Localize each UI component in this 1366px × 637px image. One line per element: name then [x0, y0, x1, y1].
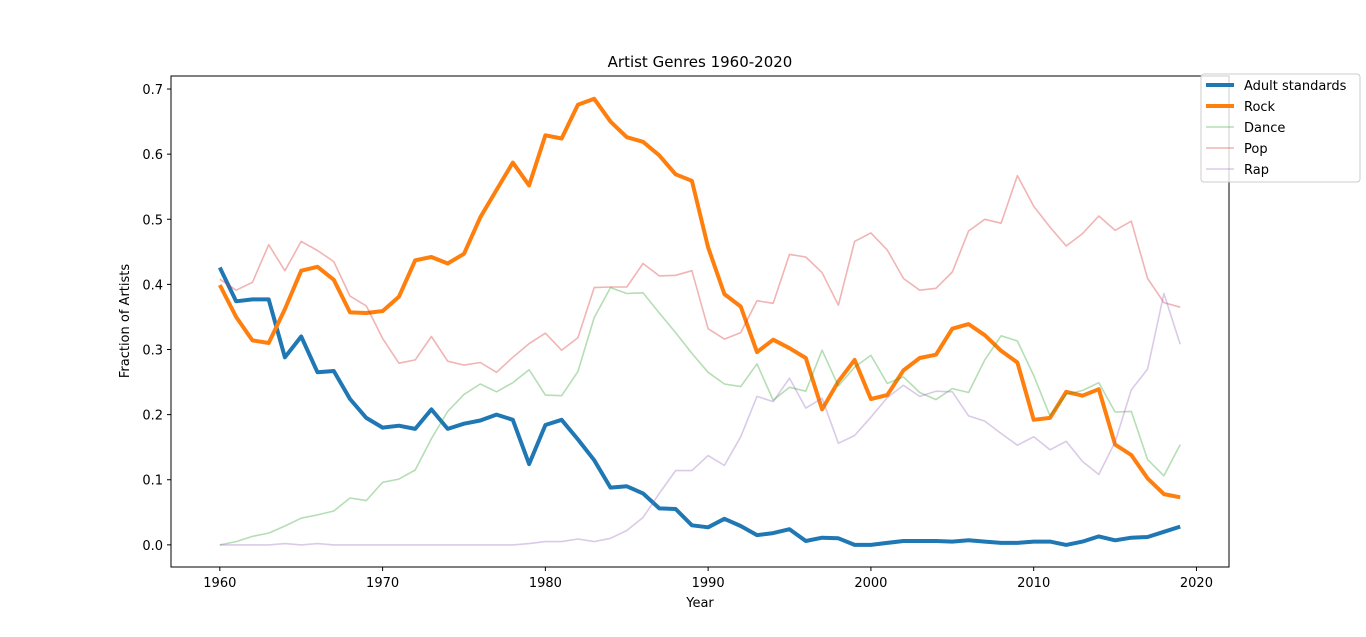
series-layer	[217, 96, 1181, 547]
y-tick-label: 0.7	[142, 83, 163, 98]
legend-label-adult-standards: Adult standards	[1244, 79, 1347, 94]
chart-title: Artist Genres 1960-2020	[608, 53, 793, 71]
legend-box	[1200, 73, 1361, 183]
x-axis-label: Year	[685, 596, 714, 611]
x-tick-label: 1970	[366, 576, 399, 591]
y-axis-label: Fraction of Artists	[118, 264, 133, 379]
legend-label-rock: Rock	[1244, 100, 1276, 115]
x-tick-label: 2000	[854, 576, 887, 591]
x-tick-label: 2020	[1180, 576, 1213, 591]
y-tick-label: 0.1	[142, 474, 163, 489]
series-line-rap	[219, 292, 1181, 546]
legend-label-dance: Dance	[1244, 121, 1285, 136]
y-tick-label: 0.2	[142, 409, 163, 424]
plot-border	[170, 75, 1230, 568]
x-tick-label: 1990	[692, 576, 725, 591]
legend-label-pop: Pop	[1244, 142, 1268, 157]
x-tick-label: 1960	[203, 576, 236, 591]
y-tick-label: 0.6	[142, 148, 163, 163]
series-line-adult-standards	[217, 266, 1181, 547]
plot-background	[171, 76, 1229, 567]
y-tick-label: 0.5	[142, 213, 163, 228]
series-line-pop	[219, 174, 1181, 374]
legend: Adult standards Rock Dance Pop Rap	[1200, 73, 1361, 183]
y-tick-label: 0.4	[142, 278, 163, 293]
axes: 1960 1970 1980 1990 2000 2010 2020 0.0 0.1 0.2 0.3…	[142, 75, 1230, 591]
legend-label-rap: Rap	[1244, 163, 1269, 178]
x-tick-label: 1980	[529, 576, 562, 591]
y-tick-label: 0.0	[142, 539, 163, 554]
y-tick-label: 0.3	[142, 344, 163, 359]
plot-area	[171, 76, 1229, 567]
x-tick-label: 2010	[1017, 576, 1050, 591]
series-line-dance	[219, 286, 1181, 546]
series-line-rock	[218, 96, 1181, 500]
